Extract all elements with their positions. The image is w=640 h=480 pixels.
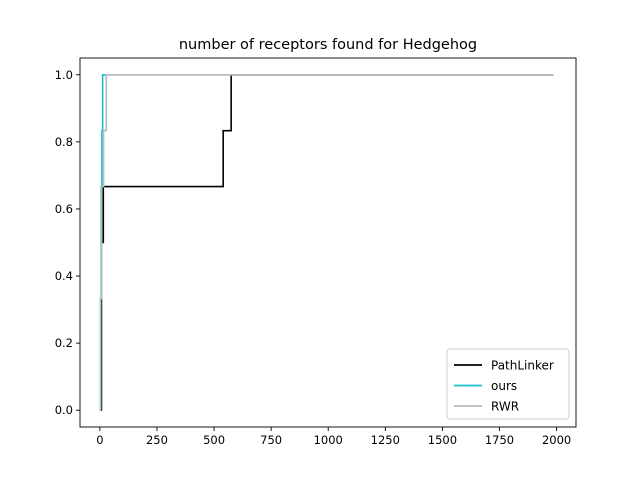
x-tick-label: 1000 bbox=[314, 433, 343, 447]
x-tick-label: 750 bbox=[260, 433, 282, 447]
legend-label-rwr: RWR bbox=[491, 400, 519, 414]
x-tick-label: 1750 bbox=[485, 433, 514, 447]
y-tick-label: 0.8 bbox=[55, 135, 73, 149]
y-tick-label: 0.6 bbox=[55, 202, 73, 216]
legend-box bbox=[446, 348, 570, 420]
x-tick-label: 500 bbox=[203, 433, 225, 447]
x-tick-label: 0 bbox=[96, 433, 103, 447]
chart-title: number of receptors found for Hedgehog bbox=[179, 37, 477, 53]
y-tick-label: 0.0 bbox=[55, 403, 73, 417]
legend-label-pathlinker: PathLinker bbox=[491, 359, 554, 373]
y-tick-label: 1.0 bbox=[55, 68, 73, 82]
x-tick-label: 1500 bbox=[428, 433, 457, 447]
series-line-rwr bbox=[99, 73, 554, 412]
y-axis-ticks: 0.0 0.2 0.4 0.6 0.8 1.0 bbox=[55, 68, 80, 417]
series-lines bbox=[99, 73, 554, 412]
x-tick-label: 250 bbox=[146, 433, 168, 447]
legend: PathLinker ours RWR bbox=[446, 348, 570, 420]
y-tick-label: 0.2 bbox=[55, 336, 73, 350]
x-tick-label: 1250 bbox=[371, 433, 400, 447]
plot-layer: 0 250 500 750 1000 1250 1500 1750 20000.00.20.40… bbox=[55, 57, 577, 447]
x-tick-label: 2000 bbox=[542, 433, 571, 447]
x-axis-ticks: 0 250 500 750 1000 1250 1500 1750 2000 bbox=[96, 427, 571, 447]
legend-label-ours: ours bbox=[491, 379, 517, 393]
y-tick-label: 0.4 bbox=[55, 269, 73, 283]
